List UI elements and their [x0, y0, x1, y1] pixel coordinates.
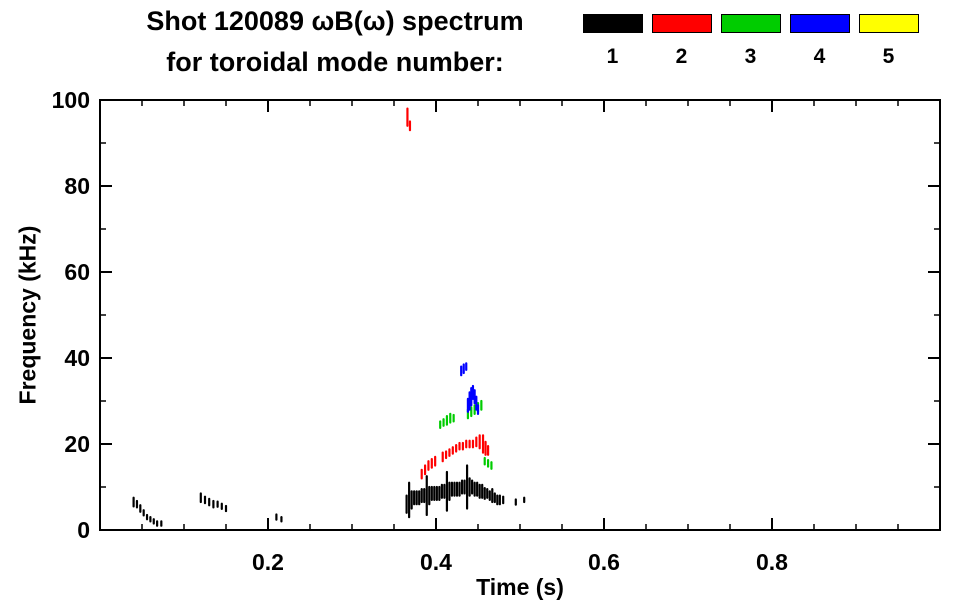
legend-swatch-mode-3: [720, 14, 781, 33]
x-tick-label: 0.2: [252, 549, 284, 575]
figure-title-line2: for toroidal mode number:: [166, 47, 504, 77]
axes-frame: [99, 99, 941, 531]
y-tick-label: 100: [52, 87, 90, 113]
legend-label-mode-1: 1: [606, 45, 619, 68]
legend-swatch-mode-5: [858, 14, 919, 33]
legend-label-mode-5: 5: [882, 45, 895, 68]
y-tick-label: 40: [64, 345, 90, 371]
y-tick-label: 0: [77, 517, 90, 543]
figure-title-line1: Shot 120089 ωB(ω) spectrum: [146, 6, 524, 36]
mode-number-legend: 1 2 3 4 5: [578, 14, 923, 67]
y-tick-label: 20: [64, 431, 90, 457]
x-axis-label: Time (s): [476, 574, 564, 600]
legend-swatch-mode-4: [789, 14, 850, 33]
x-tick-label: 0.4: [420, 549, 452, 575]
legend-swatch-mode-2: [651, 14, 712, 33]
y-tick-label: 80: [64, 173, 90, 199]
legend-label-mode-4: 4: [813, 45, 826, 68]
legend-label-mode-3: 3: [744, 45, 757, 68]
x-tick-label: 0.6: [588, 549, 620, 575]
legend-swatch-mode-1: [582, 14, 643, 33]
y-tick-label: 60: [64, 259, 90, 285]
x-tick-label: 0.8: [756, 549, 788, 575]
legend-label-mode-2: 2: [675, 45, 688, 68]
title-block: Shot 120089 ωB(ω) spectrum for toroidal …: [100, 6, 570, 78]
